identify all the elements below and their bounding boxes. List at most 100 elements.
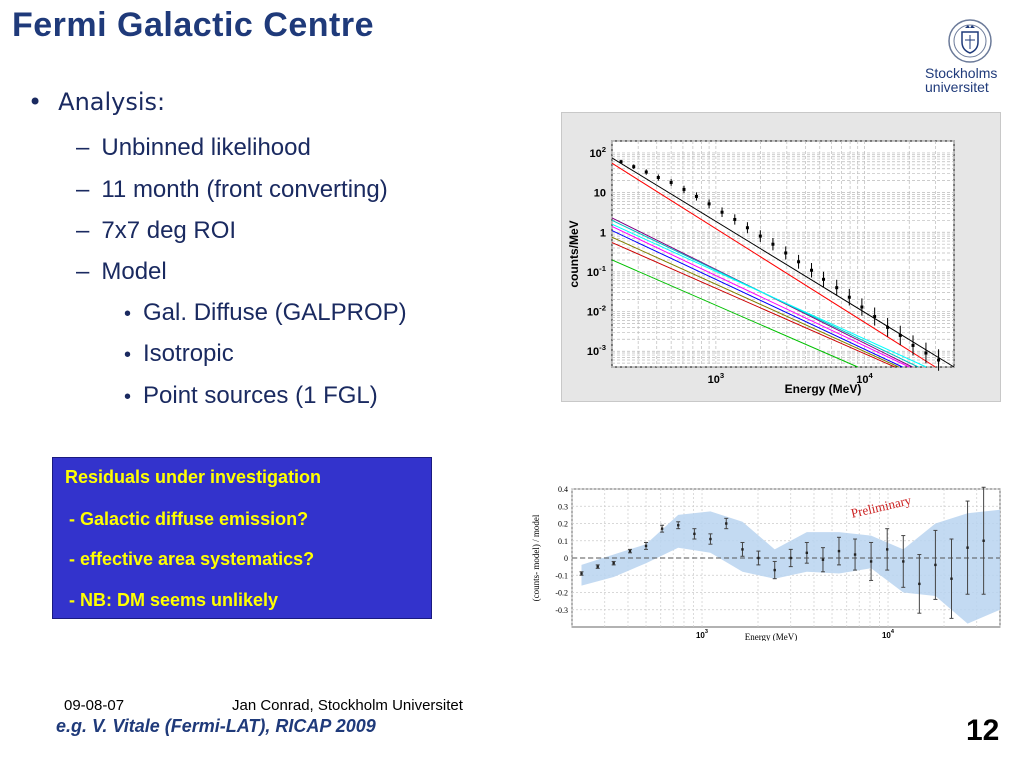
residual-point (902, 560, 905, 563)
residual-point (677, 524, 680, 527)
footer-author: Jan Conrad, Stockholm Universitet (232, 697, 463, 714)
residual-point (757, 556, 760, 560)
residual-point (966, 546, 969, 549)
series-line (611, 230, 903, 368)
bullet-text: Gal. Diffuse (GALPROP) (143, 299, 407, 326)
bullet-text: 7x7 deg ROI (101, 217, 237, 244)
x-tick-label: 104 (856, 371, 873, 386)
data-point (797, 260, 801, 264)
data-point (619, 160, 623, 164)
residual-point (789, 556, 792, 560)
bullet-text: 11 month (front converting) (101, 176, 388, 203)
residual-point (709, 537, 712, 541)
series-line (611, 162, 936, 368)
residual-point (982, 539, 985, 542)
bullet-level3: • Isotropic (124, 340, 234, 367)
bullet-level3: • Point sources (1 FGL) (124, 382, 378, 409)
data-point (644, 170, 648, 174)
residual-point (853, 553, 857, 556)
y-tick-label: 10 (594, 188, 606, 200)
y-tick-label: 0.4 (558, 485, 568, 494)
data-point (847, 295, 851, 299)
data-point (771, 242, 775, 246)
x-tick-label: 104 (882, 629, 895, 640)
data-point (860, 305, 864, 309)
residual-point (837, 549, 841, 553)
data-point (656, 176, 660, 180)
y-tick-label: 0.3 (558, 502, 568, 511)
residuals-chart-svg: 0.4 0.3 0.2 0.1 0 -0.1 -0.2 -0.3 103 104 Energy (M… (531, 485, 1001, 642)
residuals-chart: 0.4 0.3 0.2 0.1 0 -0.1 -0.2 -0.3 103 104 Energy (M… (527, 481, 1002, 642)
data-point (784, 251, 788, 255)
residual-point (805, 551, 809, 555)
residual-point (580, 572, 583, 575)
data-point (694, 194, 698, 198)
slide-title: Fermi Galactic Centre (12, 6, 374, 44)
series-line (611, 242, 896, 368)
residuals-item: - Galactic diffuse emission? (69, 509, 309, 529)
x-tick-label: 103 (708, 371, 725, 386)
bullet-text: Analysis: (58, 88, 166, 116)
y-axis-label: counts/MeV (567, 220, 581, 287)
residual-point (869, 560, 873, 563)
logo-wordmark: Stockholms universitet (925, 66, 1020, 94)
citation: e.g. V. Vitale (Fermi-LAT), RICAP 2009 (56, 716, 376, 736)
residual-point (612, 561, 615, 565)
series-line (611, 259, 858, 368)
series-line (611, 223, 927, 368)
y-tick-label: 10-1 (587, 264, 607, 279)
y-axis-label: (counts- model) / model (531, 514, 541, 601)
data-point (873, 315, 877, 319)
x-tick-label: 103 (696, 629, 708, 640)
residual-point (693, 532, 696, 536)
residual-point (660, 527, 664, 530)
bullet-level2: –11 month (front converting) (76, 176, 388, 203)
residuals-note-box: Residuals under investigation - Galactic… (52, 457, 432, 619)
spectrum-chart: 102 10 1 10-1 10-2 10-3 103 104 Energy (MeV) coun… (561, 112, 1001, 402)
data-point (669, 180, 673, 184)
residuals-item: - effective area systematics? (69, 549, 315, 569)
bullet-level2: – Unbinned likelihood (76, 134, 311, 161)
data-point (720, 210, 724, 214)
footer-date: 09-08-07 (64, 697, 125, 714)
series-line (611, 226, 910, 368)
y-tick-label: -0.2 (555, 589, 568, 598)
x-axis-label: Energy (MeV) (745, 632, 798, 641)
bullet-text: Point sources (1 FGL) (143, 382, 378, 409)
residual-point (596, 565, 599, 568)
bullet-level3: • Gal. Diffuse (GALPROP) (124, 299, 407, 326)
y-tick-label: 1 (600, 227, 606, 239)
data-point (822, 277, 826, 281)
residual-point (918, 582, 921, 586)
data-point (835, 286, 839, 290)
data-point (745, 226, 749, 230)
residuals-heading: Residuals under investigation (65, 467, 322, 487)
x-axis-label: Energy (MeV) (785, 382, 862, 396)
y-tick-label: 10-2 (587, 304, 606, 319)
series-line (611, 157, 955, 368)
data-point (924, 351, 928, 355)
data-point (898, 333, 902, 337)
bullet-level2: –7x7 deg ROI (76, 217, 237, 244)
bullet-level2: – Model (76, 258, 167, 285)
data-point (937, 358, 941, 362)
residual-point (886, 548, 889, 551)
y-tick-label: 10-3 (587, 343, 606, 358)
data-point (911, 343, 915, 347)
crest-icon (948, 19, 992, 63)
data-point (886, 325, 890, 329)
y-tick-label: 0.1 (558, 537, 568, 546)
logo-line-1: Stockholms (925, 65, 998, 81)
data-point (632, 165, 636, 169)
bullet-text: Model (101, 258, 167, 285)
data-point (707, 202, 711, 206)
data-point (810, 268, 814, 272)
data-point (758, 234, 762, 238)
plot-area (611, 140, 955, 368)
university-logo: Stockholms universitet (925, 18, 1015, 94)
logo-line-2: universitet (925, 79, 989, 95)
residual-point (773, 568, 776, 572)
residual-point (741, 548, 744, 551)
residuals-item: - NB: DM seems unlikely (69, 590, 279, 610)
y-tick-label: 0 (564, 554, 568, 563)
